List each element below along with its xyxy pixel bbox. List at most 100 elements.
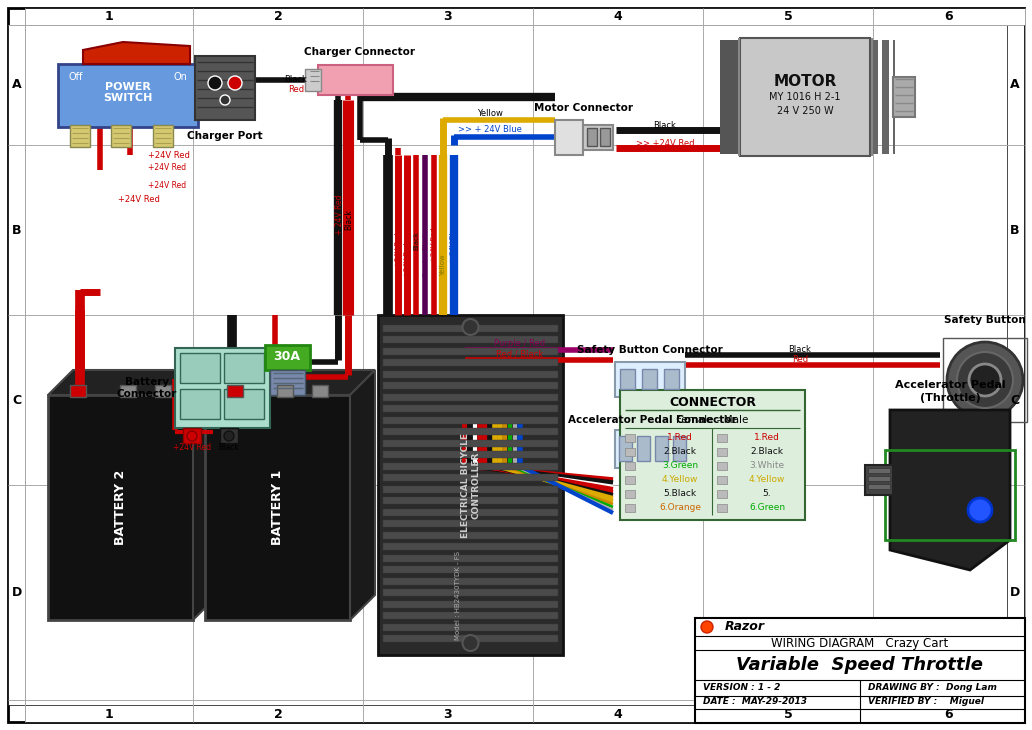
Text: Purple / Red: Purple / Red — [494, 339, 546, 348]
Bar — [120, 385, 136, 397]
Bar — [868, 476, 890, 481]
Bar — [740, 38, 870, 156]
Bar — [383, 325, 558, 332]
Text: BATTERY 1: BATTERY 1 — [271, 470, 284, 545]
Bar — [383, 440, 558, 447]
Bar — [180, 389, 220, 419]
Bar — [58, 64, 198, 127]
Bar — [625, 448, 635, 456]
Text: (Throttle): (Throttle) — [920, 393, 980, 403]
Text: BATTERY 2: BATTERY 2 — [114, 470, 127, 545]
Circle shape — [969, 364, 1001, 396]
Bar — [655, 436, 668, 461]
Text: Accelerator Pedal Connector: Accelerator Pedal Connector — [568, 415, 736, 425]
Bar — [695, 618, 1025, 723]
Bar — [277, 385, 293, 397]
Text: 1: 1 — [104, 10, 114, 23]
Text: 5.: 5. — [763, 490, 771, 499]
Bar — [893, 77, 915, 117]
Bar — [153, 125, 173, 147]
Bar — [270, 370, 305, 395]
Circle shape — [947, 342, 1023, 418]
Bar — [180, 353, 220, 383]
Bar — [738, 38, 740, 156]
Text: VERSION : 1 - 2: VERSION : 1 - 2 — [703, 683, 780, 693]
Text: Black: Black — [345, 210, 354, 231]
Bar — [865, 465, 893, 495]
Bar — [717, 504, 727, 512]
Text: Black: Black — [219, 444, 239, 453]
Text: >> + 24V Blue: >> + 24V Blue — [458, 126, 522, 134]
Bar — [205, 395, 350, 620]
Text: A: A — [1010, 79, 1020, 91]
Bar — [318, 65, 393, 95]
Circle shape — [957, 352, 1013, 408]
Bar — [224, 389, 264, 419]
Bar — [383, 348, 558, 355]
Text: CONNECTOR: CONNECTOR — [669, 396, 756, 409]
Text: 30A: 30A — [273, 350, 300, 364]
Text: +24V Red: +24V Red — [431, 228, 437, 262]
Text: 5: 5 — [783, 10, 793, 23]
Text: A: A — [12, 79, 22, 91]
Text: + 24V Red: + 24V Red — [335, 195, 345, 235]
Text: Black: Black — [285, 74, 308, 83]
Text: +24V Red: +24V Red — [395, 233, 401, 267]
Bar — [600, 128, 610, 146]
Bar — [305, 69, 321, 91]
Bar — [224, 353, 264, 383]
Circle shape — [462, 319, 479, 335]
Bar — [70, 385, 86, 397]
Text: 2: 2 — [273, 10, 283, 23]
Text: Purple / Black: Purple / Black — [422, 234, 427, 277]
Polygon shape — [205, 370, 375, 395]
Bar — [49, 395, 193, 620]
Text: 6.Green: 6.Green — [749, 504, 785, 512]
Bar — [625, 490, 635, 498]
Bar — [383, 486, 558, 493]
Text: 5: 5 — [783, 707, 793, 721]
Text: Model : HB2430TYDK - FS: Model : HB2430TYDK - FS — [455, 550, 461, 639]
Bar — [383, 336, 558, 343]
Text: Charger Port: Charger Port — [187, 131, 263, 141]
Text: DRAWING BY :  Dong Lam: DRAWING BY : Dong Lam — [868, 683, 997, 693]
Text: 4: 4 — [614, 10, 622, 23]
Text: Safety Button: Safety Button — [944, 315, 1026, 325]
Bar — [383, 382, 558, 389]
Circle shape — [701, 621, 713, 633]
Bar — [625, 462, 635, 470]
Bar — [383, 428, 558, 435]
Bar — [383, 474, 558, 481]
Text: Black: Black — [788, 345, 811, 353]
Bar — [383, 497, 558, 504]
Text: Charger Connector: Charger Connector — [304, 47, 416, 57]
Text: POWER
SWITCH: POWER SWITCH — [103, 82, 153, 104]
Text: Off: Off — [69, 72, 84, 82]
Text: D: D — [12, 586, 22, 599]
Text: 5.Black: 5.Black — [664, 490, 697, 499]
Text: 6: 6 — [944, 707, 954, 721]
Bar — [637, 436, 650, 461]
Bar — [383, 509, 558, 516]
Circle shape — [462, 635, 479, 651]
Bar — [25, 705, 1025, 722]
Text: 1.Red: 1.Red — [667, 434, 692, 442]
Text: ELECTRICAL BICYCLE
CONTROLLER: ELECTRICAL BICYCLE CONTROLLER — [461, 432, 480, 537]
Circle shape — [224, 431, 234, 441]
Bar — [868, 468, 890, 473]
Polygon shape — [350, 370, 375, 620]
Bar — [155, 385, 171, 397]
Bar — [868, 484, 890, 489]
Text: Black: Black — [413, 231, 419, 250]
Bar — [383, 371, 558, 378]
Polygon shape — [890, 410, 1010, 570]
Bar — [625, 504, 635, 512]
Bar — [383, 635, 558, 642]
Bar — [227, 385, 243, 397]
Circle shape — [187, 431, 197, 441]
Text: 1.Red: 1.Red — [754, 434, 780, 442]
Text: MOTOR: MOTOR — [773, 74, 837, 90]
Text: 3: 3 — [444, 10, 452, 23]
Text: 2.Black: 2.Black — [750, 447, 783, 456]
Text: Variable  Speed Throttle: Variable Speed Throttle — [737, 656, 983, 674]
